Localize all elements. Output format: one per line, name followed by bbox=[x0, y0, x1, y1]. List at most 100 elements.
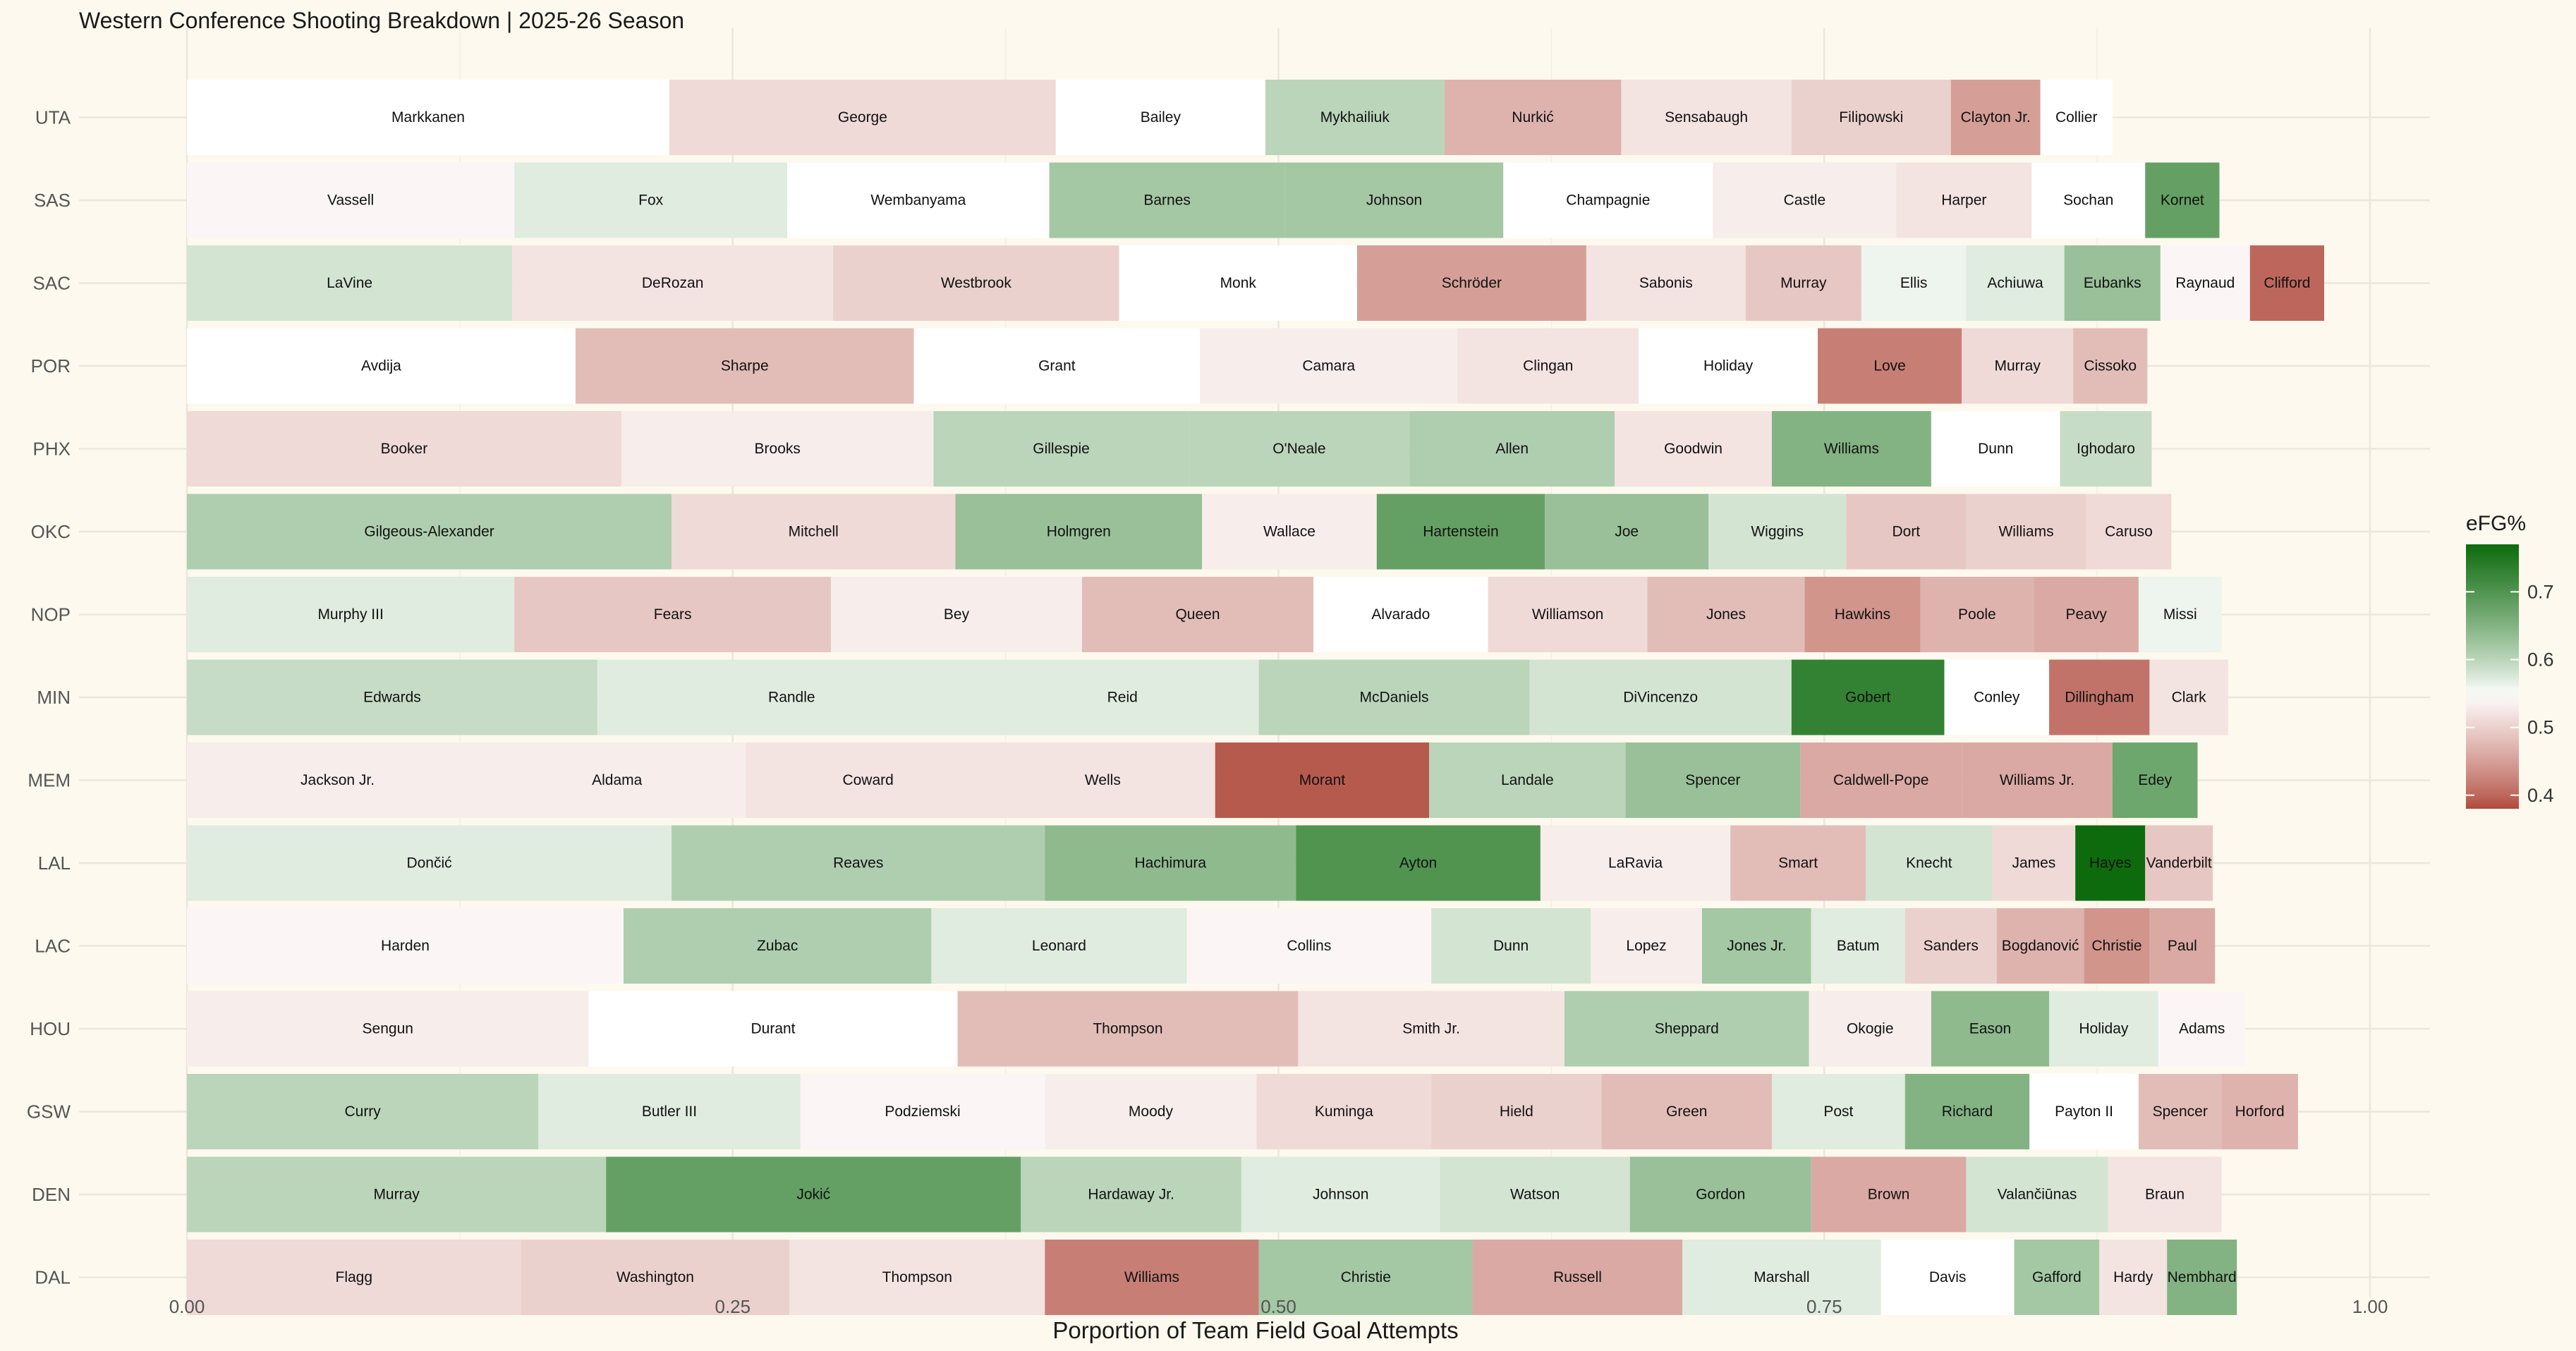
segment-label: Ighodaro bbox=[2077, 441, 2135, 457]
bar-segment bbox=[187, 991, 589, 1067]
bar-segment bbox=[2064, 245, 2161, 321]
bar-segment bbox=[1284, 162, 1504, 238]
bar-segment bbox=[1200, 328, 1458, 404]
segment-label: Williams bbox=[1124, 1269, 1179, 1285]
segment-label: Sengun bbox=[363, 1021, 413, 1037]
bar-segment bbox=[1045, 825, 1296, 901]
bar-segment bbox=[1771, 411, 1931, 487]
bar-segment bbox=[1846, 494, 1967, 570]
segment-label: Sochan bbox=[2063, 192, 2113, 209]
segment-label: Vanderbilt bbox=[2146, 855, 2212, 872]
segment-label: Booker bbox=[381, 441, 428, 457]
bar-segment bbox=[1021, 1156, 1241, 1233]
segment-label: Johnson bbox=[1366, 192, 1422, 209]
bar-segment bbox=[2221, 1074, 2298, 1149]
bar-segment bbox=[1811, 908, 1905, 984]
segment-label: Peavy bbox=[2065, 606, 2107, 623]
bar-segment bbox=[1962, 328, 2074, 404]
bar-segment bbox=[2014, 1240, 2100, 1315]
bar-segment bbox=[1488, 577, 1648, 652]
segment-label: Gafford bbox=[2032, 1269, 2082, 1285]
y-tick-label: DAL bbox=[35, 1267, 71, 1288]
bar-segment bbox=[1258, 1240, 1473, 1315]
legend-title: eFG% bbox=[2466, 512, 2526, 535]
segment-label: Holiday bbox=[2079, 1021, 2129, 1037]
segment-label: Gordon bbox=[1696, 1187, 1745, 1203]
y-tick-label: LAC bbox=[35, 936, 71, 957]
segment-label: Collier bbox=[2055, 109, 2098, 126]
segment-label: Adams bbox=[2179, 1021, 2225, 1037]
bar-segment bbox=[1881, 1240, 2015, 1315]
bar-segment bbox=[1804, 577, 1921, 652]
bar-segment bbox=[1045, 1074, 1257, 1149]
bar-segment bbox=[514, 162, 788, 238]
segment-label: Curry bbox=[344, 1104, 381, 1120]
bar-segment bbox=[2112, 742, 2198, 818]
bar-segment bbox=[672, 494, 956, 570]
bar-segment bbox=[606, 1156, 1021, 1233]
segment-label: Williams Jr. bbox=[2000, 772, 2074, 788]
segment-label: Gillespie bbox=[1033, 441, 1090, 457]
bar-segment bbox=[2145, 825, 2213, 901]
bar-segment bbox=[1503, 162, 1713, 238]
segment-label: Achiuwa bbox=[1987, 275, 2043, 291]
bar-segment bbox=[2040, 80, 2113, 155]
bar-segment bbox=[187, 411, 621, 487]
legend-tick-label: 0.6 bbox=[2527, 649, 2554, 670]
x-axis: 0.00 0.25 0.50 0.75 1.00 bbox=[169, 1296, 2388, 1317]
segment-label: Dillingham bbox=[2065, 690, 2134, 706]
y-tick-label: SAC bbox=[33, 273, 71, 294]
bar-segment bbox=[187, 80, 669, 155]
segment-label: Clayton Jr. bbox=[1961, 109, 2031, 126]
segment-label: Dunn bbox=[1493, 938, 1529, 954]
bar-segment bbox=[2160, 245, 2250, 321]
bar-segment bbox=[787, 162, 1050, 238]
bar-segment bbox=[1045, 1240, 1259, 1315]
segment-label: Fears bbox=[654, 606, 692, 623]
bar-segment bbox=[187, 742, 489, 818]
y-tick-label: NOP bbox=[31, 604, 71, 625]
segment-label: Barnes bbox=[1143, 192, 1191, 209]
segment-label: Collins bbox=[1287, 938, 1331, 954]
segment-label: Richard bbox=[1942, 1104, 1993, 1120]
segment-label: Lopez bbox=[1626, 938, 1666, 954]
segment-label: Sharpe bbox=[721, 358, 769, 374]
bar-segment bbox=[1996, 908, 2084, 984]
segment-label: Moody bbox=[1129, 1104, 1174, 1120]
bar-segment bbox=[957, 991, 1299, 1067]
segment-label: Landale bbox=[1501, 772, 1554, 788]
segment-label: Hardy bbox=[2113, 1269, 2153, 1285]
segment-label: Champagnie bbox=[1566, 192, 1650, 209]
segment-label: Batum bbox=[1837, 938, 1880, 954]
segment-label: Joe bbox=[1615, 524, 1639, 540]
segment-label: Reid bbox=[1107, 690, 1138, 706]
bar-segment bbox=[187, 577, 515, 652]
segment-label: Raynaud bbox=[2175, 275, 2235, 291]
segment-label: Williams bbox=[1824, 441, 1879, 457]
bar-segment bbox=[1601, 1074, 1772, 1149]
x-tick-label: 1.00 bbox=[2352, 1296, 2388, 1317]
segment-label: Bogdanović bbox=[2002, 938, 2079, 954]
bar-segment bbox=[187, 328, 576, 404]
segment-label: Butler III bbox=[642, 1104, 697, 1120]
bar-segment bbox=[575, 328, 914, 404]
x-axis-title: Porportion of Team Field Goal Attempts bbox=[1052, 1317, 1458, 1343]
segment-label: Gilgeous-Alexander bbox=[364, 524, 494, 540]
color-legend: eFG% 0.4 0.5 0.6 0.7 bbox=[2466, 512, 2554, 809]
segment-label: Spencer bbox=[1685, 772, 1740, 788]
bar-segment bbox=[2145, 162, 2220, 238]
bar-segment bbox=[1771, 1074, 1905, 1149]
bar-segment bbox=[1811, 1156, 1967, 1233]
bar-segment bbox=[1931, 411, 2060, 487]
bar-segment bbox=[1591, 908, 1702, 984]
segment-label: Jackson Jr. bbox=[300, 772, 375, 788]
bar-segment bbox=[1904, 908, 1997, 984]
bar-segment bbox=[187, 1240, 521, 1315]
segment-label: Valančiūnas bbox=[1998, 1187, 2077, 1203]
bar-segment bbox=[2084, 908, 2150, 984]
segment-label: Green bbox=[1666, 1104, 1707, 1120]
segment-label: Williams bbox=[1998, 524, 2053, 540]
bar-segment bbox=[597, 659, 986, 735]
bar-segment bbox=[1992, 825, 2076, 901]
